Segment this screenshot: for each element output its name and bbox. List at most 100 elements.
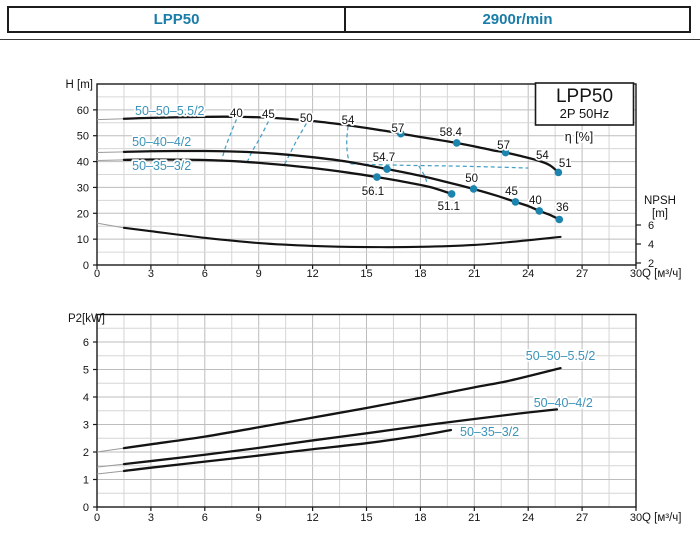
x-axis-title: Q [м³/ч] <box>642 512 681 524</box>
x-tick-label: 30 <box>630 268 642 280</box>
curve-leader <box>96 470 125 475</box>
speed-label: 2900r/min <box>482 11 553 28</box>
efficiency-value-label: 51.1 <box>438 201 460 213</box>
iso-efficiency-line <box>346 126 351 164</box>
model-cell: LPP50 <box>9 8 346 31</box>
x-tick-label: 18 <box>414 512 426 524</box>
efficiency-value-label: 40 <box>230 108 243 120</box>
curve-label: 50–40–4/2 <box>534 396 593 410</box>
model-box-title: LPP50 <box>556 86 613 107</box>
efficiency-value-label: 54.7 <box>373 152 395 164</box>
curve-leader <box>96 118 124 121</box>
x-tick-label: 24 <box>522 268 534 280</box>
model-label: LPP50 <box>153 11 200 28</box>
efficiency-point <box>555 215 564 224</box>
efficiency-value-label: 45 <box>262 109 275 121</box>
y-tick-label: 3 <box>83 420 89 432</box>
efficiency-value-label: 50 <box>300 113 313 125</box>
curve-50-50-5.5/2 <box>122 366 562 450</box>
efficiency-value-label: 54 <box>342 115 355 127</box>
x-tick-label: 0 <box>94 268 100 280</box>
efficiency-value-label: 36 <box>556 202 569 214</box>
x-tick-label: 27 <box>576 512 588 524</box>
npsh-tick-label: 6 <box>648 220 654 232</box>
y-tick-label: 6 <box>83 337 89 349</box>
iso-efficiency-line <box>350 163 529 169</box>
iso-efficiency-line <box>246 121 269 163</box>
y-tick-label: 4 <box>83 392 89 404</box>
iso-efficiency-line <box>418 165 428 182</box>
efficiency-value-label: 45 <box>505 186 518 198</box>
title-bar: LPP50 2900r/min <box>7 6 691 33</box>
x-tick-label: 12 <box>306 512 318 524</box>
x-tick-label: 12 <box>306 268 318 280</box>
model-info-box <box>534 82 635 126</box>
x-tick-label: 21 <box>468 268 480 280</box>
efficiency-point <box>511 198 520 206</box>
x-tick-label: 3 <box>148 268 154 280</box>
speed-cell: 2900r/min <box>346 8 689 31</box>
npsh-tick-label: 4 <box>648 239 654 251</box>
curve-leader <box>96 159 124 162</box>
x-tick-label: 27 <box>576 268 588 280</box>
efficiency-value-label: 56.1 <box>362 186 384 198</box>
y-tick-label: 40 <box>77 157 89 169</box>
iso-efficiency-line <box>221 119 238 160</box>
y-tick-label: 50 <box>77 131 89 143</box>
x-tick-label: 24 <box>522 512 534 524</box>
eta-axis-label: η [%] <box>565 130 594 144</box>
x-tick-label: 9 <box>256 512 262 524</box>
y-tick-label: 1 <box>83 475 89 487</box>
efficiency-point <box>554 168 563 177</box>
x-tick-label: 15 <box>360 512 372 524</box>
curve-label: 50–40–4/2 <box>132 135 191 149</box>
curve-leader <box>96 447 125 453</box>
efficiency-point <box>501 148 510 157</box>
x-tick-label: 3 <box>148 512 154 524</box>
npsh-curve <box>122 226 562 249</box>
curve-50-35-3/2 <box>122 428 453 473</box>
efficiency-point <box>383 165 391 173</box>
efficiency-value-label: 54 <box>536 150 549 162</box>
npsh-axis-unit: [m] <box>652 208 668 220</box>
efficiency-point <box>452 139 461 147</box>
curve-label: 50–35–3/2 <box>460 425 519 439</box>
y-tick-label: 10 <box>77 234 89 246</box>
npsh-axis-title: NPSH <box>644 195 676 207</box>
curve-50-40-4/2 <box>122 408 559 466</box>
efficiency-value-label: 57 <box>392 123 405 135</box>
chart-P2-kW-: 50–50–5.5/250–40–4/250–35–3/20 3 6 9 12 15 18 2… <box>68 313 682 524</box>
y-tick-label: 20 <box>77 208 89 220</box>
y-tick-label: 0 <box>83 260 89 272</box>
x-tick-label: 18 <box>414 268 426 280</box>
y-tick-label: 60 <box>77 105 89 117</box>
curve-leader <box>96 151 124 154</box>
efficiency-value-label: 40 <box>529 195 542 207</box>
y-tick-label: 5 <box>83 365 89 377</box>
x-tick-label: 6 <box>202 512 208 524</box>
x-tick-label: 15 <box>360 268 372 280</box>
x-tick-label: 21 <box>468 512 480 524</box>
npsh-curve-leader <box>96 222 125 229</box>
x-tick-label: 6 <box>202 268 208 280</box>
iso-efficiency-line <box>283 123 307 165</box>
y-tick-label: 30 <box>77 182 89 194</box>
y-tick-label: 0 <box>83 502 89 514</box>
y-tick-label: 2 <box>83 447 89 459</box>
efficiency-point <box>535 207 544 215</box>
x-axis-title: Q [м³/ч] <box>642 268 681 280</box>
efficiency-point <box>447 190 456 198</box>
npsh-tick-label: 2 <box>648 258 654 270</box>
efficiency-point <box>397 129 405 138</box>
y-axis-title: P2[kW] <box>68 313 105 325</box>
curve-label: 50–50–5.5/2 <box>526 349 596 363</box>
curve-50-50-5.5/2 <box>122 115 560 174</box>
grid <box>96 314 637 508</box>
efficiency-value-label: 58.4 <box>440 127 463 139</box>
model-box-subtitle: 2P 50Hz <box>560 106 610 121</box>
header-divider-rule <box>0 39 700 40</box>
efficiency-value-label: 57 <box>497 140 510 152</box>
curve-50-35-3/2 <box>122 158 453 196</box>
